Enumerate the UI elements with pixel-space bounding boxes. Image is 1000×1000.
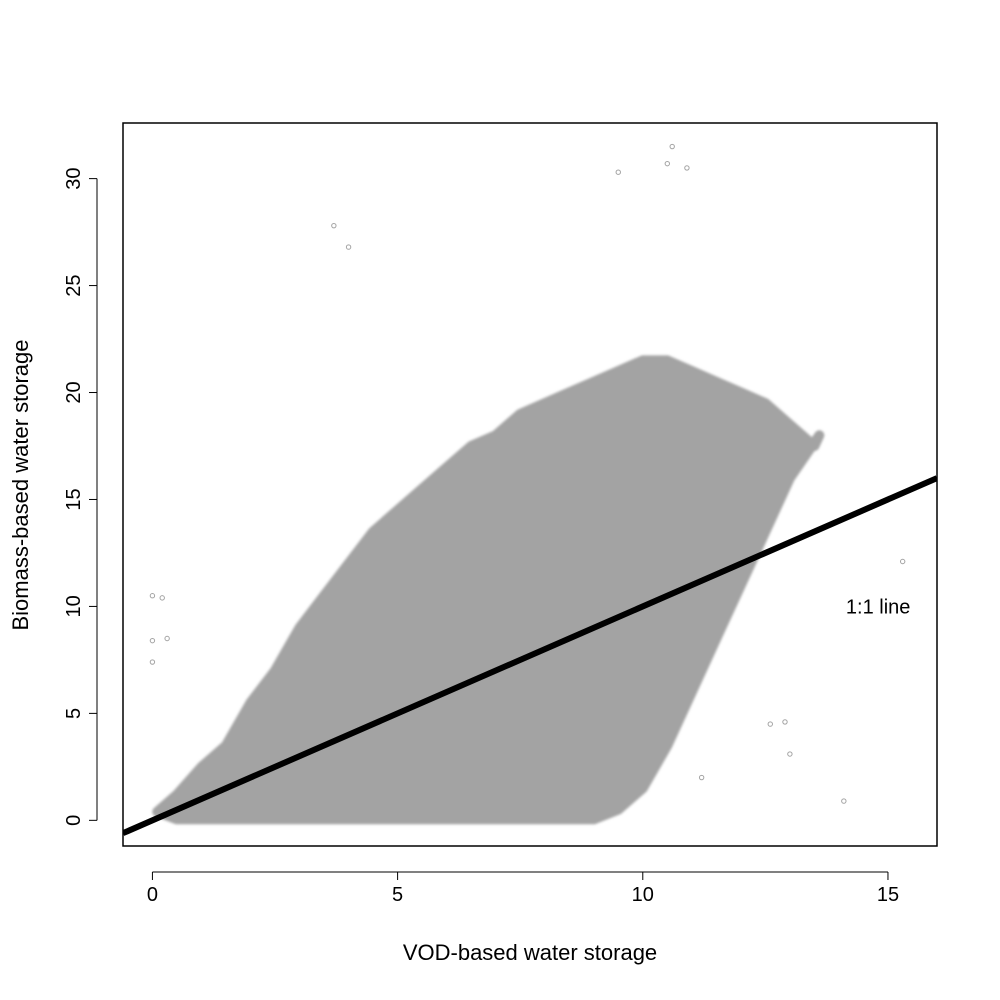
one-to-one-line (123, 475, 937, 836)
y-tick-label: 0 (63, 815, 85, 826)
scatter-point (164, 635, 170, 642)
scatter-point (149, 593, 156, 599)
scatter-point (345, 244, 352, 250)
scatter-point (767, 721, 773, 727)
point-cloud (152, 355, 825, 825)
scatter-point (615, 169, 621, 175)
scatter-point (782, 719, 788, 725)
scatter-point (149, 637, 156, 644)
dense-point-cloud (152, 355, 825, 825)
scatter-point (841, 798, 847, 804)
x-tick-label: 0 (147, 884, 158, 906)
y-axis: 0 5 10 15 20 25 30 (63, 167, 98, 826)
x-tick-label: 15 (877, 884, 899, 906)
y-tick-label: 5 (63, 708, 85, 719)
x-tick-label: 10 (632, 884, 654, 906)
scatter-point (698, 774, 705, 781)
y-tick-label: 15 (63, 488, 85, 510)
plot-frame (122, 122, 938, 847)
y-tick-label: 20 (63, 381, 85, 403)
x-axis-title: VOD-based water storage (403, 940, 657, 965)
scatter-point (684, 165, 690, 171)
x-tick-label: 5 (392, 884, 403, 906)
y-tick-label: 10 (63, 595, 85, 617)
y-axis-title: Biomass-based water storage (8, 339, 33, 630)
scatter-point (787, 751, 793, 757)
scatter-point (331, 222, 337, 229)
scatter-point (149, 659, 156, 665)
scatter-points (149, 143, 906, 804)
scatter-point (159, 595, 165, 601)
x-axis: 0 5 10 15 (147, 871, 899, 906)
reference-line-layer (123, 475, 937, 836)
y-tick-label: 30 (63, 167, 85, 189)
scatter-point (664, 160, 671, 167)
scatter-point (669, 143, 675, 150)
y-tick-label: 25 (63, 274, 85, 296)
scatter-point (899, 558, 906, 565)
one-to-one-line-label: 1:1 line (846, 596, 911, 618)
